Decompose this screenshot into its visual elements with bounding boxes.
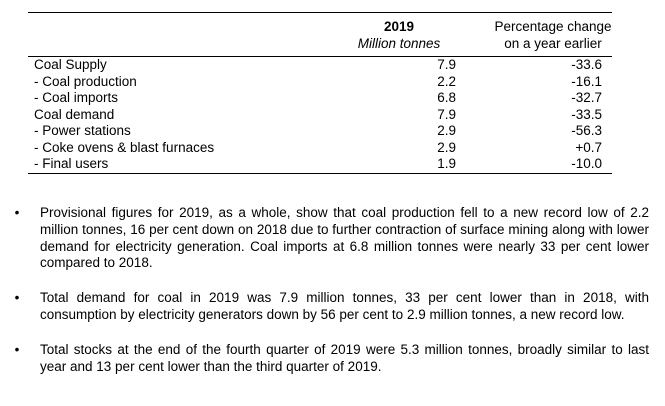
- table-row: - Coke ovens & blast furnaces 2.9 +0.7: [28, 140, 612, 157]
- table-row: - Coal imports 6.8 -32.7: [28, 90, 612, 107]
- row-change: -33.5: [571, 106, 602, 122]
- row-label: - Coal production: [34, 73, 137, 89]
- row-change: -16.1: [571, 73, 602, 89]
- bullet-list: • Provisional figures for 2019, as a who…: [0, 205, 665, 393]
- bullet-item: • Total demand for coal in 2019 was 7.9 …: [0, 290, 665, 324]
- bullet-item: • Total stocks at the end of the fourth …: [0, 342, 665, 376]
- bullet-icon: •: [14, 290, 20, 306]
- row-value: 6.8: [437, 90, 456, 105]
- table-row: Coal Supply 7.9 -33.6: [28, 56, 612, 74]
- row-value: 2.9: [437, 123, 456, 138]
- header-change: Percentage change on a year earlier: [494, 12, 612, 57]
- table-row: - Final users 1.9 -10.0: [28, 156, 612, 174]
- table-row: - Power stations 2.9 -56.3: [28, 123, 612, 140]
- bullet-item: • Provisional figures for 2019, as a who…: [0, 205, 665, 272]
- row-label: - Coke ovens & blast furnaces: [34, 139, 215, 155]
- row-change: -33.6: [494, 56, 612, 74]
- header-year-cell: 2019 Million tonnes: [304, 12, 494, 57]
- bullet-icon: •: [14, 341, 20, 357]
- row-value: 2.2: [437, 73, 456, 89]
- bullet-text: Provisional figures for 2019, as a whole…: [40, 205, 649, 271]
- table-row: Coal demand 7.9 -33.5: [28, 107, 612, 124]
- bullet-icon: •: [14, 205, 20, 220]
- table-header-row: 2019 Million tonnes Percentage change on…: [28, 12, 612, 57]
- header-unit: Million tonnes: [357, 35, 441, 51]
- row-label: - Final users: [28, 156, 304, 174]
- row-value: 7.9: [437, 106, 456, 122]
- header-blank-cell: [28, 12, 304, 57]
- row-label: - Power stations: [34, 123, 131, 138]
- row-change: +0.7: [575, 139, 602, 155]
- header-year: 2019: [383, 19, 415, 34]
- row-label: Coal demand: [34, 106, 115, 122]
- row-label: - Coal imports: [34, 90, 119, 105]
- row-value: 7.9: [304, 56, 494, 74]
- bullet-text: Total stocks at the end of the fourth qu…: [40, 341, 649, 374]
- row-value: 2.9: [437, 139, 456, 155]
- row-change: -56.3: [571, 123, 602, 138]
- row-change: -32.7: [571, 90, 602, 105]
- row-change: -10.0: [494, 156, 612, 174]
- bullet-text: Total demand for coal in 2019 was 7.9 mi…: [40, 290, 649, 322]
- coal-summary-table: 2019 Million tonnes Percentage change on…: [28, 12, 612, 174]
- row-label: Coal Supply: [28, 56, 304, 74]
- row-value: 1.9: [304, 156, 494, 174]
- table-row: - Coal production 2.2 -16.1: [28, 74, 612, 91]
